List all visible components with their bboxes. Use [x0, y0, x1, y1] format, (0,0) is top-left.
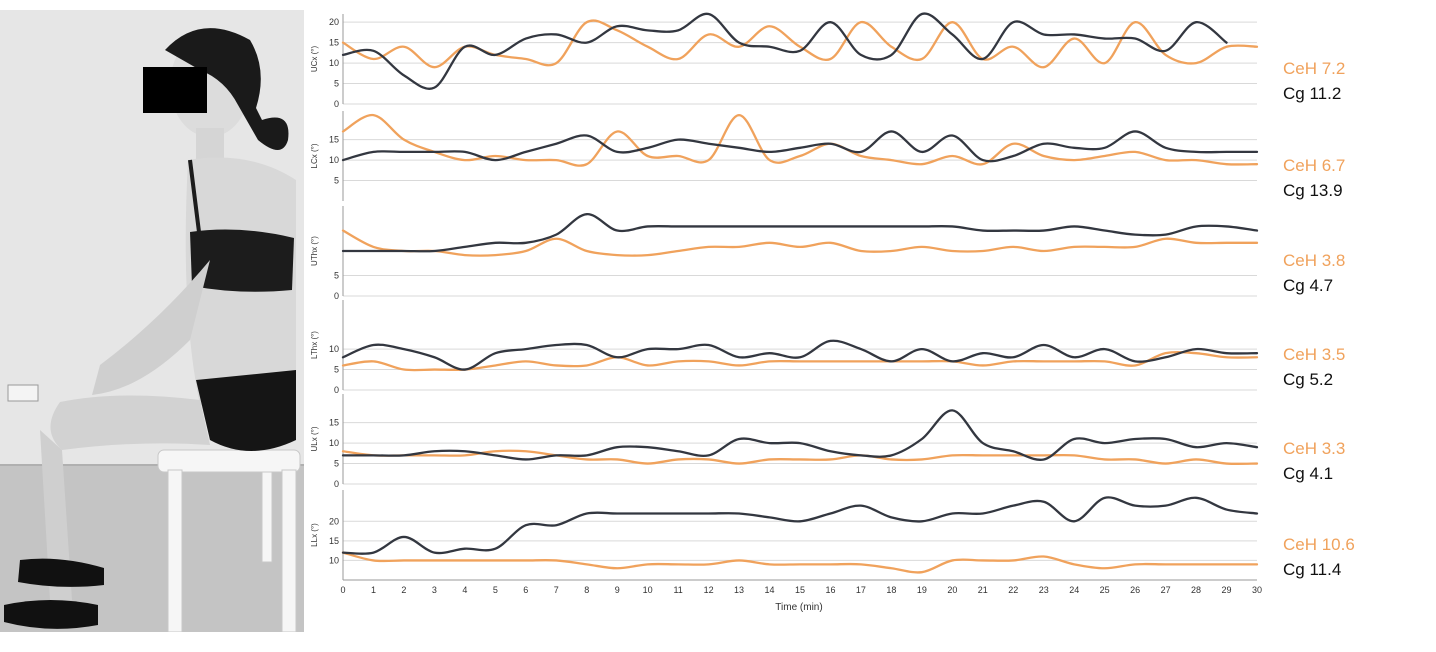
panel-1: 5 10 15 LCx (°) [310, 111, 1259, 201]
y-axis-label: ULx (°) [310, 426, 319, 451]
cg-series-line-panel-5 [341, 496, 1259, 555]
x-tick-label: 12 [704, 585, 714, 595]
wall-socket-icon [7, 384, 39, 402]
panel-2: 0 5 UThx (°) [310, 206, 1259, 301]
ceh-summary-value: CeH 3.8 [1283, 251, 1345, 270]
y-tick-label: 0 [334, 385, 339, 395]
x-tick-label: 29 [1222, 585, 1232, 595]
ceh-series-line-panel-3 [341, 350, 1259, 372]
stool [157, 449, 301, 632]
x-tick-label: 9 [615, 585, 620, 595]
x-tick-label: 27 [1161, 585, 1171, 595]
y-tick-label: 5 [334, 459, 339, 469]
cg-summary-value: Cg 13.9 [1283, 181, 1343, 200]
ceh-summary-value: CeH 3.5 [1283, 345, 1345, 364]
y-axis-label: UCx (°) [310, 46, 319, 73]
ceh-series-line-panel-1 [341, 113, 1259, 167]
x-tick-label: 20 [947, 585, 957, 595]
x-tick-label: 7 [554, 585, 559, 595]
y-tick-label: 10 [329, 155, 339, 165]
y-tick-label: 15 [329, 135, 339, 145]
ceh-summary-value: CeH 7.2 [1283, 59, 1345, 78]
x-tick-label: 25 [1100, 585, 1110, 595]
x-tick-label: 2 [401, 585, 406, 595]
x-tick-label: 3 [432, 585, 437, 595]
x-tick-label: 19 [917, 585, 927, 595]
x-tick-label: 0 [340, 585, 345, 595]
cg-summary-value: Cg 4.7 [1283, 276, 1333, 295]
panel-5: 10 15 20 LLx (°) [310, 490, 1259, 580]
y-tick-label: 20 [329, 516, 339, 526]
y-tick-label: 10 [329, 344, 339, 354]
y-tick-label: 0 [334, 479, 339, 489]
ceh-summary-value: CeH 10.6 [1283, 535, 1355, 554]
x-tick-label: 5 [493, 585, 498, 595]
panel-4: 0 5 10 15 ULx (°) [310, 394, 1259, 489]
y-tick-label: 15 [329, 418, 339, 428]
y-tick-label: 0 [334, 99, 339, 109]
cg-series-line-panel-0 [341, 12, 1228, 90]
ceh-summary-value: CeH 3.3 [1283, 439, 1345, 458]
x-axis: 0 1 2 3 4 5 6 7 8 9 10 11 12 13 14 15 16 17 18 19 20 21 22 23 24… [340, 579, 1262, 595]
x-tick-label: 13 [734, 585, 744, 595]
y-tick-label: 5 [334, 365, 339, 375]
cg-summary-value: Cg 4.1 [1283, 464, 1333, 483]
cg-summary-value: Cg 11.4 [1283, 560, 1341, 579]
x-tick-label: 28 [1191, 585, 1201, 595]
x-tick-label: 21 [978, 585, 988, 595]
y-axis-label: LLx (°) [310, 523, 319, 547]
x-tick-label: 26 [1130, 585, 1140, 595]
chart-panels: 0 5 10 15 20 UCx (°) 5 10 15 LCx (°) 0 5 UThx (°) 0 5 1… [310, 12, 1259, 580]
x-tick-label: 10 [643, 585, 653, 595]
y-tick-label: 5 [334, 176, 339, 186]
cg-series-line-panel-4 [341, 409, 1259, 461]
x-tick-label: 8 [584, 585, 589, 595]
y-tick-label: 15 [329, 38, 339, 48]
x-tick-label: 30 [1252, 585, 1262, 595]
y-tick-label: 10 [329, 438, 339, 448]
y-tick-label: 15 [329, 536, 339, 546]
seated-posture-photo [0, 10, 304, 632]
ceh-series-line-panel-5 [341, 551, 1259, 574]
x-tick-label: 22 [1008, 585, 1018, 595]
y-axis-label: LThx (°) [310, 331, 319, 359]
y-axis-label: LCx (°) [310, 143, 319, 168]
y-tick-label: 10 [329, 58, 339, 68]
cg-summary-value: Cg 11.2 [1283, 84, 1341, 103]
x-axis-label: Time (min) [775, 602, 822, 613]
x-tick-label: 6 [523, 585, 528, 595]
x-tick-label: 24 [1069, 585, 1079, 595]
ceh-summary-value: CeH 6.7 [1283, 156, 1345, 175]
y-tick-label: 20 [329, 17, 339, 27]
cg-series-line-panel-1 [341, 130, 1259, 163]
face-censor-bar [143, 67, 207, 113]
y-tick-label: 5 [334, 79, 339, 89]
panel-3: 0 5 10 LThx (°) [310, 300, 1259, 395]
x-tick-label: 18 [886, 585, 896, 595]
y-tick-label: 0 [334, 291, 339, 301]
y-axis-label: UThx (°) [310, 236, 319, 266]
y-tick-label: 5 [334, 271, 339, 281]
panel-0: 0 5 10 15 20 UCx (°) [310, 12, 1259, 109]
x-tick-label: 17 [856, 585, 866, 595]
summary-values: CeH 7.2 Cg 11.2 CeH 6.7 Cg 13.9 CeH 3.8 Cg 4.… [1283, 59, 1355, 579]
cg-series-line-panel-2 [341, 213, 1259, 253]
ceh-series-line-panel-0 [341, 19, 1259, 69]
x-tick-label: 4 [462, 585, 467, 595]
cg-series-line-panel-3 [341, 339, 1259, 371]
x-tick-label: 14 [765, 585, 775, 595]
x-tick-label: 23 [1039, 585, 1049, 595]
x-tick-label: 15 [795, 585, 805, 595]
seated-person [4, 28, 296, 629]
cg-summary-value: Cg 5.2 [1283, 370, 1333, 389]
x-tick-label: 1 [371, 585, 376, 595]
ceh-series-line-panel-4 [341, 449, 1259, 465]
ceh-series-line-panel-2 [341, 229, 1259, 257]
x-tick-label: 11 [673, 585, 682, 595]
x-tick-label: 16 [825, 585, 835, 595]
y-tick-label: 10 [329, 555, 339, 565]
